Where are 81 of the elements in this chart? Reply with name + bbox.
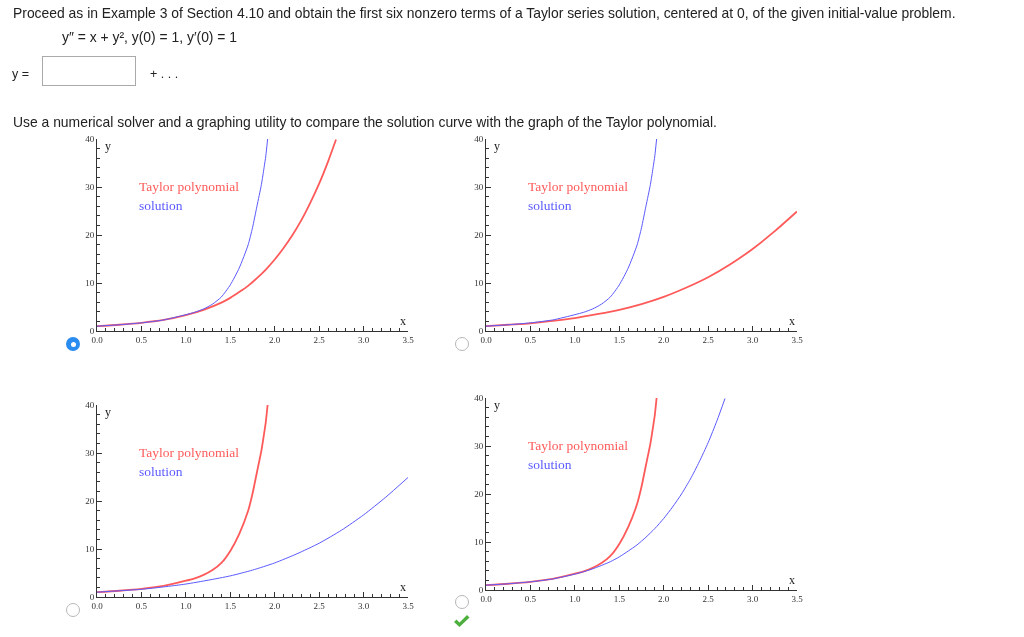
- y-tick-label: 40: [85, 400, 95, 411]
- y-axis-title: y: [105, 139, 111, 153]
- y-tick-label: 40: [474, 134, 484, 145]
- text: + . . .: [150, 66, 179, 82]
- y-axis-title: y: [494, 139, 500, 153]
- line-series: [97, 405, 269, 594]
- x-tick-label: 0.0: [91, 600, 104, 611]
- x-axis-title: x: [789, 314, 795, 328]
- series-label: Taylor polynomial: [528, 438, 629, 453]
- x-tick-label: 1.5: [224, 600, 237, 611]
- text: Use a numerical solver and a graphing utility to compare the solution curve with the graph of the Taylor polynomial.: [13, 114, 717, 130]
- y-tick-label: 10: [474, 278, 484, 289]
- line-series: [97, 139, 337, 328]
- y-tick-label: 40: [474, 393, 484, 404]
- x-tick-label: 3.5: [402, 334, 415, 345]
- x-axis-title: x: [400, 580, 406, 594]
- y-tick-label: 20: [474, 230, 484, 241]
- x-tick-label: 1.0: [569, 593, 581, 604]
- y-tick-label: 10: [85, 544, 95, 555]
- text: Taylor polynomial: [139, 179, 240, 194]
- y-tick-label: 0: [89, 592, 95, 603]
- text: solution: [528, 198, 572, 213]
- y-tick-label: 0: [89, 326, 95, 337]
- x-tick-label: 2.5: [313, 600, 326, 611]
- x-axis-title: x: [789, 573, 795, 587]
- line-series: [486, 139, 658, 327]
- x-tick-label: 0.5: [524, 593, 537, 604]
- y-tick-label: 30: [474, 441, 484, 452]
- y-tick-label: 0: [478, 326, 484, 337]
- line-series: [486, 398, 658, 587]
- x-tick-label: 2.5: [313, 334, 326, 345]
- x-tick-label: 2.0: [658, 334, 670, 345]
- x-tick-label: 3.0: [357, 600, 370, 611]
- text: y =: [12, 66, 30, 82]
- x-tick-label: 2.0: [658, 593, 670, 604]
- x-tick-label: 2.5: [702, 593, 715, 604]
- series-label: Taylor polynomial: [139, 445, 240, 460]
- x-tick-label: 0.5: [135, 600, 148, 611]
- y-tick-label: 30: [85, 182, 95, 193]
- x-tick-label: 3.0: [357, 334, 370, 345]
- x-tick-label: 1.0: [569, 334, 581, 345]
- x-tick-label: 0.5: [524, 334, 537, 345]
- text: y″ = x + y², y(0) = 1, y′(0) = 1: [62, 29, 238, 45]
- x-tick-label: 1.0: [180, 334, 192, 345]
- x-axis-title: x: [400, 314, 406, 328]
- x-tick-label: 0.0: [91, 334, 104, 345]
- text: Proceed as in Example 3 of Section 4.10 and obtain the first six nonzero terms of a Taylor series solution, centered at 0, of the given initial-value problem.: [13, 5, 956, 21]
- y-axis-title: y: [494, 398, 500, 412]
- x-tick-label: 3.5: [791, 334, 804, 345]
- y-tick-label: 30: [474, 182, 484, 193]
- x-tick-label: 3.0: [746, 593, 759, 604]
- text: solution: [139, 464, 183, 479]
- y-axis-title: y: [105, 405, 111, 419]
- x-tick-label: 3.0: [746, 334, 759, 345]
- text: Taylor polynomial: [528, 179, 629, 194]
- x-tick-label: 1.5: [613, 334, 626, 345]
- y-tick-label: 20: [474, 489, 484, 500]
- x-tick-label: 3.5: [791, 593, 804, 604]
- text: solution: [528, 457, 572, 472]
- line-series: [486, 210, 797, 328]
- y-tick-label: 10: [85, 278, 95, 289]
- y-tick-label: 30: [85, 448, 95, 459]
- line-series: [97, 476, 408, 593]
- y-tick-label: 10: [474, 537, 484, 548]
- y-tick-label: 20: [85, 230, 95, 241]
- x-tick-label: 3.5: [402, 600, 415, 611]
- line-series: [486, 398, 726, 586]
- x-tick-label: 1.5: [613, 593, 626, 604]
- x-tick-label: 2.5: [702, 334, 715, 345]
- x-tick-label: 0.0: [480, 334, 493, 345]
- text: solution: [139, 198, 183, 213]
- x-tick-label: 0.5: [135, 334, 148, 345]
- x-tick-label: 1.0: [180, 600, 192, 611]
- y-tick-label: 40: [85, 134, 95, 145]
- y-tick-label: 20: [85, 496, 95, 507]
- x-tick-label: 2.0: [269, 334, 281, 345]
- x-tick-label: 1.5: [224, 334, 237, 345]
- x-tick-label: 0.0: [480, 593, 493, 604]
- y-tick-label: 0: [478, 585, 484, 596]
- x-tick-label: 2.0: [269, 600, 281, 611]
- line-series: [97, 139, 269, 327]
